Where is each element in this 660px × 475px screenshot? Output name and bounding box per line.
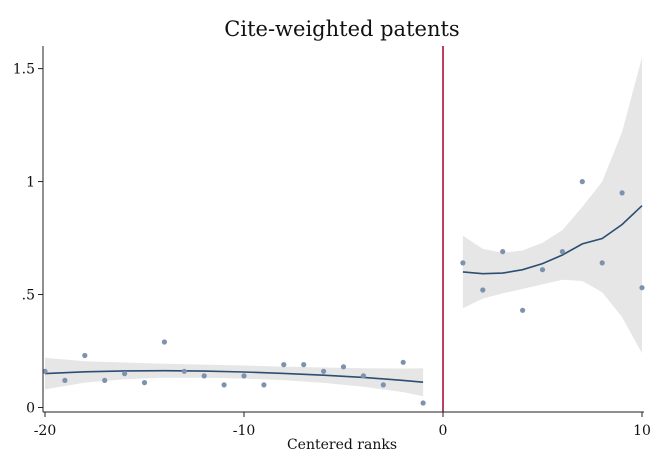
data-point-7 [181, 368, 187, 374]
fit-line-right [462, 205, 643, 275]
data-point-19 [420, 400, 426, 406]
data-point-17 [380, 382, 386, 388]
x-axis-label: Centered ranks [287, 437, 397, 453]
data-point-3 [102, 377, 108, 383]
ci-band-right [462, 57, 642, 354]
x-tick-label-2: 0 [439, 423, 448, 439]
x-axis-ticks: -20 -10 0 10 [34, 412, 651, 439]
data-point-24 [539, 267, 546, 273]
data-point-27 [599, 260, 605, 266]
data-point-20 [460, 260, 466, 266]
data-point-22 [500, 249, 506, 255]
y-tick-label-2: 1 [26, 175, 35, 191]
x-tick-label-3: 10 [633, 423, 651, 439]
y-tick-label-1: .5 [22, 288, 35, 304]
data-point-12 [281, 362, 287, 368]
data-point-26 [579, 179, 585, 185]
data-point-29 [639, 285, 645, 291]
y-tick-label-0: 0 [26, 400, 35, 416]
data-points [42, 179, 645, 406]
fit-line-left [44, 369, 424, 383]
data-point-11 [261, 382, 267, 388]
data-point-9 [221, 382, 227, 388]
x-tick-label-1: -10 [233, 423, 256, 439]
data-point-16 [360, 373, 366, 379]
x-tick-label-0: -20 [34, 423, 57, 439]
fit-lines [44, 205, 643, 383]
data-point-2 [82, 352, 88, 359]
ci-band-left [45, 357, 424, 397]
data-point-0 [42, 368, 48, 374]
data-point-5 [141, 380, 148, 386]
data-point-1 [62, 377, 68, 383]
data-point-6 [161, 339, 167, 345]
data-point-28 [619, 190, 625, 196]
data-point-23 [520, 307, 526, 313]
data-point-14 [321, 368, 327, 374]
y-tick-label-3: 1.5 [13, 62, 35, 78]
data-point-13 [301, 362, 307, 368]
y-axis-ticks: 0 .5 1 1.5 [13, 62, 43, 416]
data-point-8 [201, 373, 207, 379]
chart-title: Cite-weighted patents [224, 17, 459, 41]
confidence-bands [45, 57, 642, 397]
data-point-21 [480, 287, 486, 293]
data-point-15 [340, 364, 347, 370]
data-point-4 [122, 371, 128, 377]
data-point-10 [241, 373, 247, 379]
data-point-18 [400, 359, 406, 365]
data-point-25 [559, 249, 566, 255]
